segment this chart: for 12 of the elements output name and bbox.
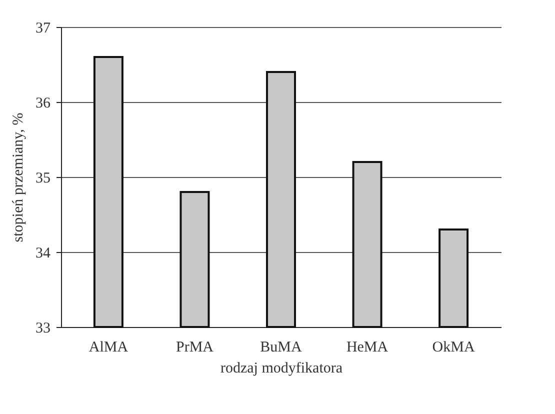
y-tick-label: 34 bbox=[36, 246, 51, 262]
x-tick-label: OkMA bbox=[432, 340, 475, 356]
x-tick-label: PrMA bbox=[176, 340, 214, 356]
x-tick-label: AlMA bbox=[88, 340, 128, 356]
x-axis-title: rodzaj modyfikatora bbox=[220, 360, 343, 376]
y-tick-label: 37 bbox=[36, 20, 51, 36]
x-tick-label: BuMA bbox=[260, 340, 302, 356]
y-tick-label: 35 bbox=[36, 170, 50, 186]
y-tick-label: 33 bbox=[36, 320, 50, 336]
y-tick-label: 36 bbox=[36, 96, 51, 112]
x-tick-label: HeMA bbox=[346, 340, 388, 356]
y-axis-title: stopień przemiany, % bbox=[10, 112, 26, 242]
